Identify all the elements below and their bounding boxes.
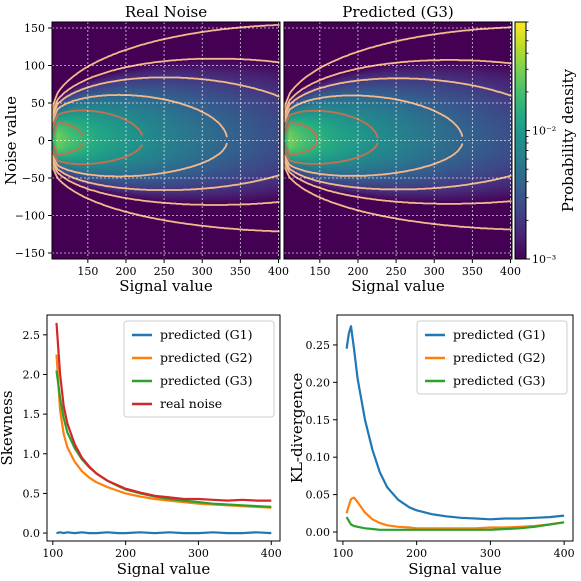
grid-lines-0	[52, 22, 280, 259]
x-tick-label: 300	[480, 547, 501, 560]
chart-title: Real Noise	[125, 3, 207, 21]
x-tick-label: 400	[261, 547, 282, 560]
legend-entry: predicted (G1)	[160, 327, 252, 342]
legend-entry: predicted (G2)	[160, 350, 252, 365]
series-line-predicted-g2-	[345, 496, 565, 530]
contour-line-1-1-lower	[283, 160, 512, 205]
contour-line-0-2-lower	[51, 157, 280, 191]
legend: predicted (G1) predicted (G2) predicted (G…	[416, 320, 568, 395]
y-tick-label: −150	[15, 247, 45, 260]
x-tick-label: 400	[500, 265, 521, 278]
x-tick-label: 150	[309, 265, 330, 278]
contour-line-1-5-upper	[285, 122, 319, 140]
contour-line-0-5-lower	[53, 143, 84, 156]
series-line-predicted-g3-	[345, 516, 565, 531]
contour-line-1-3-lower	[283, 143, 464, 177]
x-tick-label: 300	[424, 265, 445, 278]
x-axis-label: Signal value	[408, 560, 502, 578]
contour-line-0-5-upper	[53, 122, 84, 137]
y-tick-label: 0.25	[306, 339, 331, 352]
legend: predicted (G1) predicted (G2) predicted (G…	[123, 320, 275, 418]
line-chart-3: 100 200 300 400 0.0 0.5 1.0 1.5 2.0 2.5 Signal val…	[0, 314, 282, 578]
legend-box	[416, 320, 568, 395]
y-tick-label: 2.0	[23, 368, 41, 381]
chart-title: Predicted (G3)	[342, 3, 453, 21]
contour-line-1-2-upper	[283, 77, 512, 119]
series-line-predicted-g1-	[56, 531, 272, 535]
legend-entry: predicted (G2)	[453, 350, 545, 365]
contour-line-0-2-upper	[51, 76, 280, 119]
x-tick-label: 100	[332, 547, 353, 560]
x-tick-label: 150	[77, 265, 98, 278]
contour-line-1-2-lower	[283, 157, 512, 191]
contour-line-0-3-upper	[51, 93, 228, 138]
contour-line-1-4-lower	[283, 142, 379, 165]
y-tick-label: 0.0	[23, 527, 41, 540]
x-axis-label: Signal value	[351, 277, 445, 295]
y-tick-label: 0.10	[306, 451, 331, 464]
x-tick-label: 200	[115, 265, 136, 278]
contour-line-1-4-upper	[283, 110, 379, 139]
x-tick-label: 400	[268, 265, 289, 278]
x-tick-label: 350	[462, 265, 483, 278]
legend-entry: predicted (G1)	[453, 327, 545, 342]
legend-entry: real noise	[160, 396, 222, 411]
contour-line-1-3-upper	[283, 94, 464, 138]
y-tick-label: 1.5	[23, 408, 41, 421]
colorbar	[514, 21, 527, 260]
contour-line-0-4-upper	[51, 109, 144, 136]
x-axis-label: Signal value	[119, 277, 213, 295]
y-tick-label: 50	[31, 97, 45, 110]
legend-entry: predicted (G3)	[453, 373, 545, 388]
x-tick-label: 200	[115, 547, 136, 560]
y-tick-label: −100	[15, 210, 45, 223]
y-tick-label: 0.00	[306, 526, 331, 539]
x-tick-label: 100	[42, 547, 63, 560]
y-tick-label: 100	[24, 60, 45, 73]
y-axis-label: Noise value	[2, 96, 20, 185]
y-tick-label: 0.5	[23, 487, 41, 500]
y-axis-label: KL-divergence	[288, 373, 306, 484]
series-line-real-noise	[55, 322, 272, 502]
contour-line-1-1-upper	[283, 59, 512, 115]
x-tick-label: 350	[230, 265, 251, 278]
x-tick-label: 400	[554, 547, 575, 560]
legend-box	[123, 320, 275, 418]
contour-line-0-3-lower	[51, 142, 228, 178]
y-tick-label: 0.15	[306, 414, 331, 427]
contour-line-1-5-lower	[285, 141, 319, 156]
y-tick-label: 0.20	[306, 376, 331, 389]
series-line-predicted-g1-	[345, 325, 565, 521]
colorbar-tick-label: 10⁻³	[532, 253, 556, 266]
y-tick-label: 2.5	[23, 329, 41, 342]
contour-line-0-1-upper	[51, 57, 280, 115]
y-tick-label: 0.05	[306, 489, 331, 502]
line-chart-4: 100 200 300 400 0.00 0.05 0.10 0.15 0.20 0.25 Sign…	[288, 314, 575, 578]
x-tick-label: 250	[386, 265, 407, 278]
plot-frame	[283, 21, 513, 260]
x-tick-label: 200	[406, 547, 427, 560]
x-tick-label: 250	[154, 265, 175, 278]
contour-line-1-0-upper	[283, 26, 512, 110]
x-tick-label: 200	[347, 265, 368, 278]
y-axis-label: Skewness	[0, 390, 16, 465]
colorbar-tick-label: 10⁻²	[532, 125, 556, 138]
contour-line-0-4-lower	[51, 144, 144, 165]
contour-line-1-0-lower	[283, 164, 512, 231]
x-tick-label: 300	[188, 547, 209, 560]
x-axis-label: Signal value	[117, 560, 211, 578]
legend-entry: predicted (G3)	[160, 373, 252, 388]
grid-lines-1	[284, 22, 512, 259]
y-tick-label: 150	[24, 22, 45, 35]
y-tick-label: 0	[38, 135, 45, 148]
contour-line-0-1-lower	[51, 160, 280, 206]
x-tick-label: 300	[192, 265, 213, 278]
y-tick-label: −50	[22, 172, 45, 185]
y-tick-label: 1.0	[23, 448, 41, 461]
contour-line-0-0-lower	[51, 164, 280, 233]
colorbar-label: Probability density	[559, 68, 577, 212]
